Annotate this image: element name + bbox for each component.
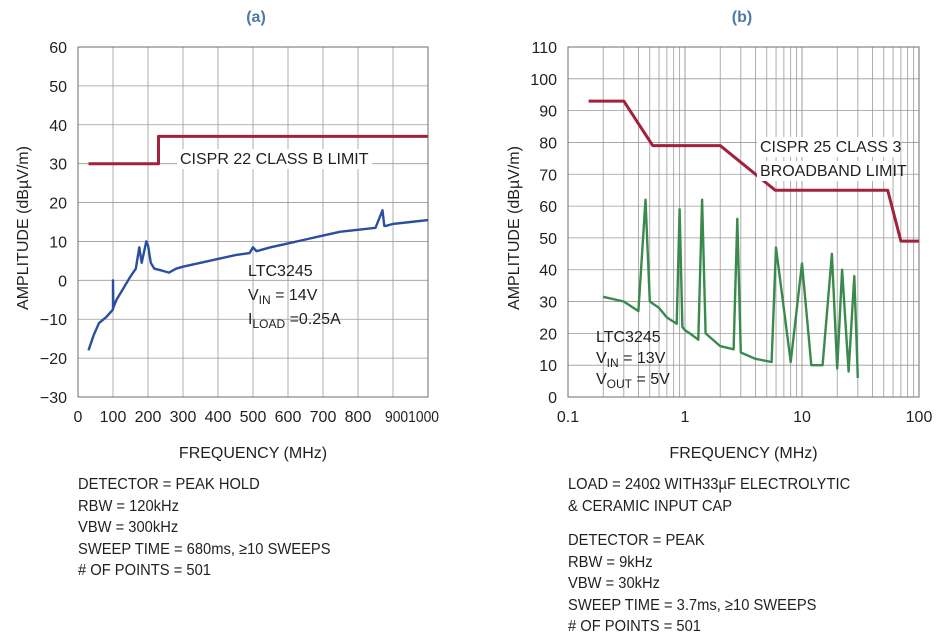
emission-trace [87, 209, 429, 351]
note-line: RBW = 9kHz [568, 553, 653, 571]
annotation-vin-label: VIN = 14V [248, 287, 318, 307]
x-tick-label: 10 [793, 409, 811, 426]
y-tick-label: 30 [49, 157, 67, 174]
annotation-device-label: LTC3245 [596, 329, 661, 346]
y-tick-label: 30 [539, 295, 557, 312]
y-tick-label: 50 [539, 231, 557, 248]
x-tick-label: 9001000 [385, 409, 439, 426]
plot-frame [77, 46, 429, 398]
annotation-iload-label: ILOAD =0.25A [248, 311, 341, 331]
y-tick-label: 0 [58, 273, 67, 290]
x-tick-label: 0 [74, 409, 83, 426]
note-line: # OF POINTS = 501 [568, 618, 701, 635]
limit-line [88, 134, 428, 166]
notes-panel-a: DETECTOR = PEAK HOLD RBW = 120kHz VBW = … [78, 474, 331, 582]
annotation-background [757, 161, 892, 181]
y-tick-label: 20 [49, 196, 67, 213]
notes-panel-b: LOAD = 240Ω WITH33µF ELECTROLYTIC & CERA… [568, 474, 850, 638]
y-tick-label: 20 [539, 326, 557, 343]
limit-line [588, 99, 919, 243]
y-axis-title: AMPLITUDE (dBµV/m) [506, 146, 523, 310]
emission-trace [602, 198, 859, 378]
x-tick-label: 100 [906, 409, 933, 426]
annotation-limit-label: CISPR 22 CLASS B LIMIT [180, 151, 369, 168]
x-tick-label: 700 [310, 409, 337, 426]
x-tick-label: 600 [275, 409, 302, 426]
plot-frame [567, 46, 920, 398]
y-tick-label: 10 [49, 234, 67, 251]
x-tick-label: 1 [681, 409, 690, 426]
note-line: # OF POINTS = 501 [78, 562, 211, 579]
y-tick-label: −30 [40, 390, 67, 407]
annotation-background [177, 149, 373, 169]
note-line: DETECTOR = PEAK [568, 532, 705, 549]
y-tick-label: 60 [539, 199, 557, 216]
y-tick-label: 80 [539, 135, 557, 152]
x-tick-label: 100 [100, 409, 127, 426]
annotation-limit-label-2: BROADBAND LIMIT [760, 163, 907, 180]
x-axis-title: FREQUENCY (MHz) [179, 445, 327, 462]
x-tick-label: 0.1 [557, 409, 579, 426]
x-tick-label: 200 [135, 409, 162, 426]
note-line: & CERAMIC INPUT CAP [568, 497, 733, 515]
note-line: DETECTOR = PEAK HOLD [78, 476, 260, 493]
note-line: VBW = 300kHz [78, 519, 179, 536]
panel-label: (a) [246, 9, 266, 26]
annotation-vin-label: VIN = 13V [596, 350, 666, 370]
y-tick-label: −10 [40, 312, 67, 329]
note-line: VBW = 30kHz [568, 575, 661, 592]
x-tick-label: 300 [170, 409, 197, 426]
y-tick-label: 90 [539, 104, 557, 121]
y-tick-label: 100 [530, 72, 557, 89]
note-line: LOAD = 240Ω WITH33µF ELECTROLYTIC [568, 476, 851, 493]
y-tick-label: 110 [531, 40, 557, 57]
x-tick-label: 500 [240, 409, 267, 426]
annotation-limit-label-1: CISPR 25 CLASS 3 [760, 139, 902, 156]
x-tick-label: 400 [205, 409, 232, 426]
y-tick-label: 10 [539, 358, 557, 375]
note-line: RBW = 120kHz [78, 497, 180, 515]
x-tick-label: 800 [345, 409, 372, 426]
y-tick-label: 40 [49, 118, 67, 135]
note-line: SWEEP TIME = 680ms, ≥10 SWEEPS [78, 540, 331, 558]
y-tick-label: 40 [539, 263, 557, 280]
y-tick-label: 70 [539, 167, 557, 184]
y-tick-label: 60 [49, 40, 67, 57]
x-axis-title: FREQUENCY (MHz) [669, 445, 817, 462]
y-tick-label: −20 [40, 351, 67, 368]
y-tick-label: 0 [548, 390, 557, 407]
y-tick-label: 50 [49, 79, 67, 96]
panel-label: (b) [732, 9, 752, 26]
annotation-vout-label: VOUT = 5V [596, 371, 670, 391]
y-axis-title: AMPLITUDE (dBµV/m) [15, 146, 32, 310]
annotation-background [757, 137, 901, 157]
annotation-device-label: LTC3245 [248, 263, 313, 280]
note-line: SWEEP TIME = 3.7ms, ≥10 SWEEPS [568, 596, 817, 614]
